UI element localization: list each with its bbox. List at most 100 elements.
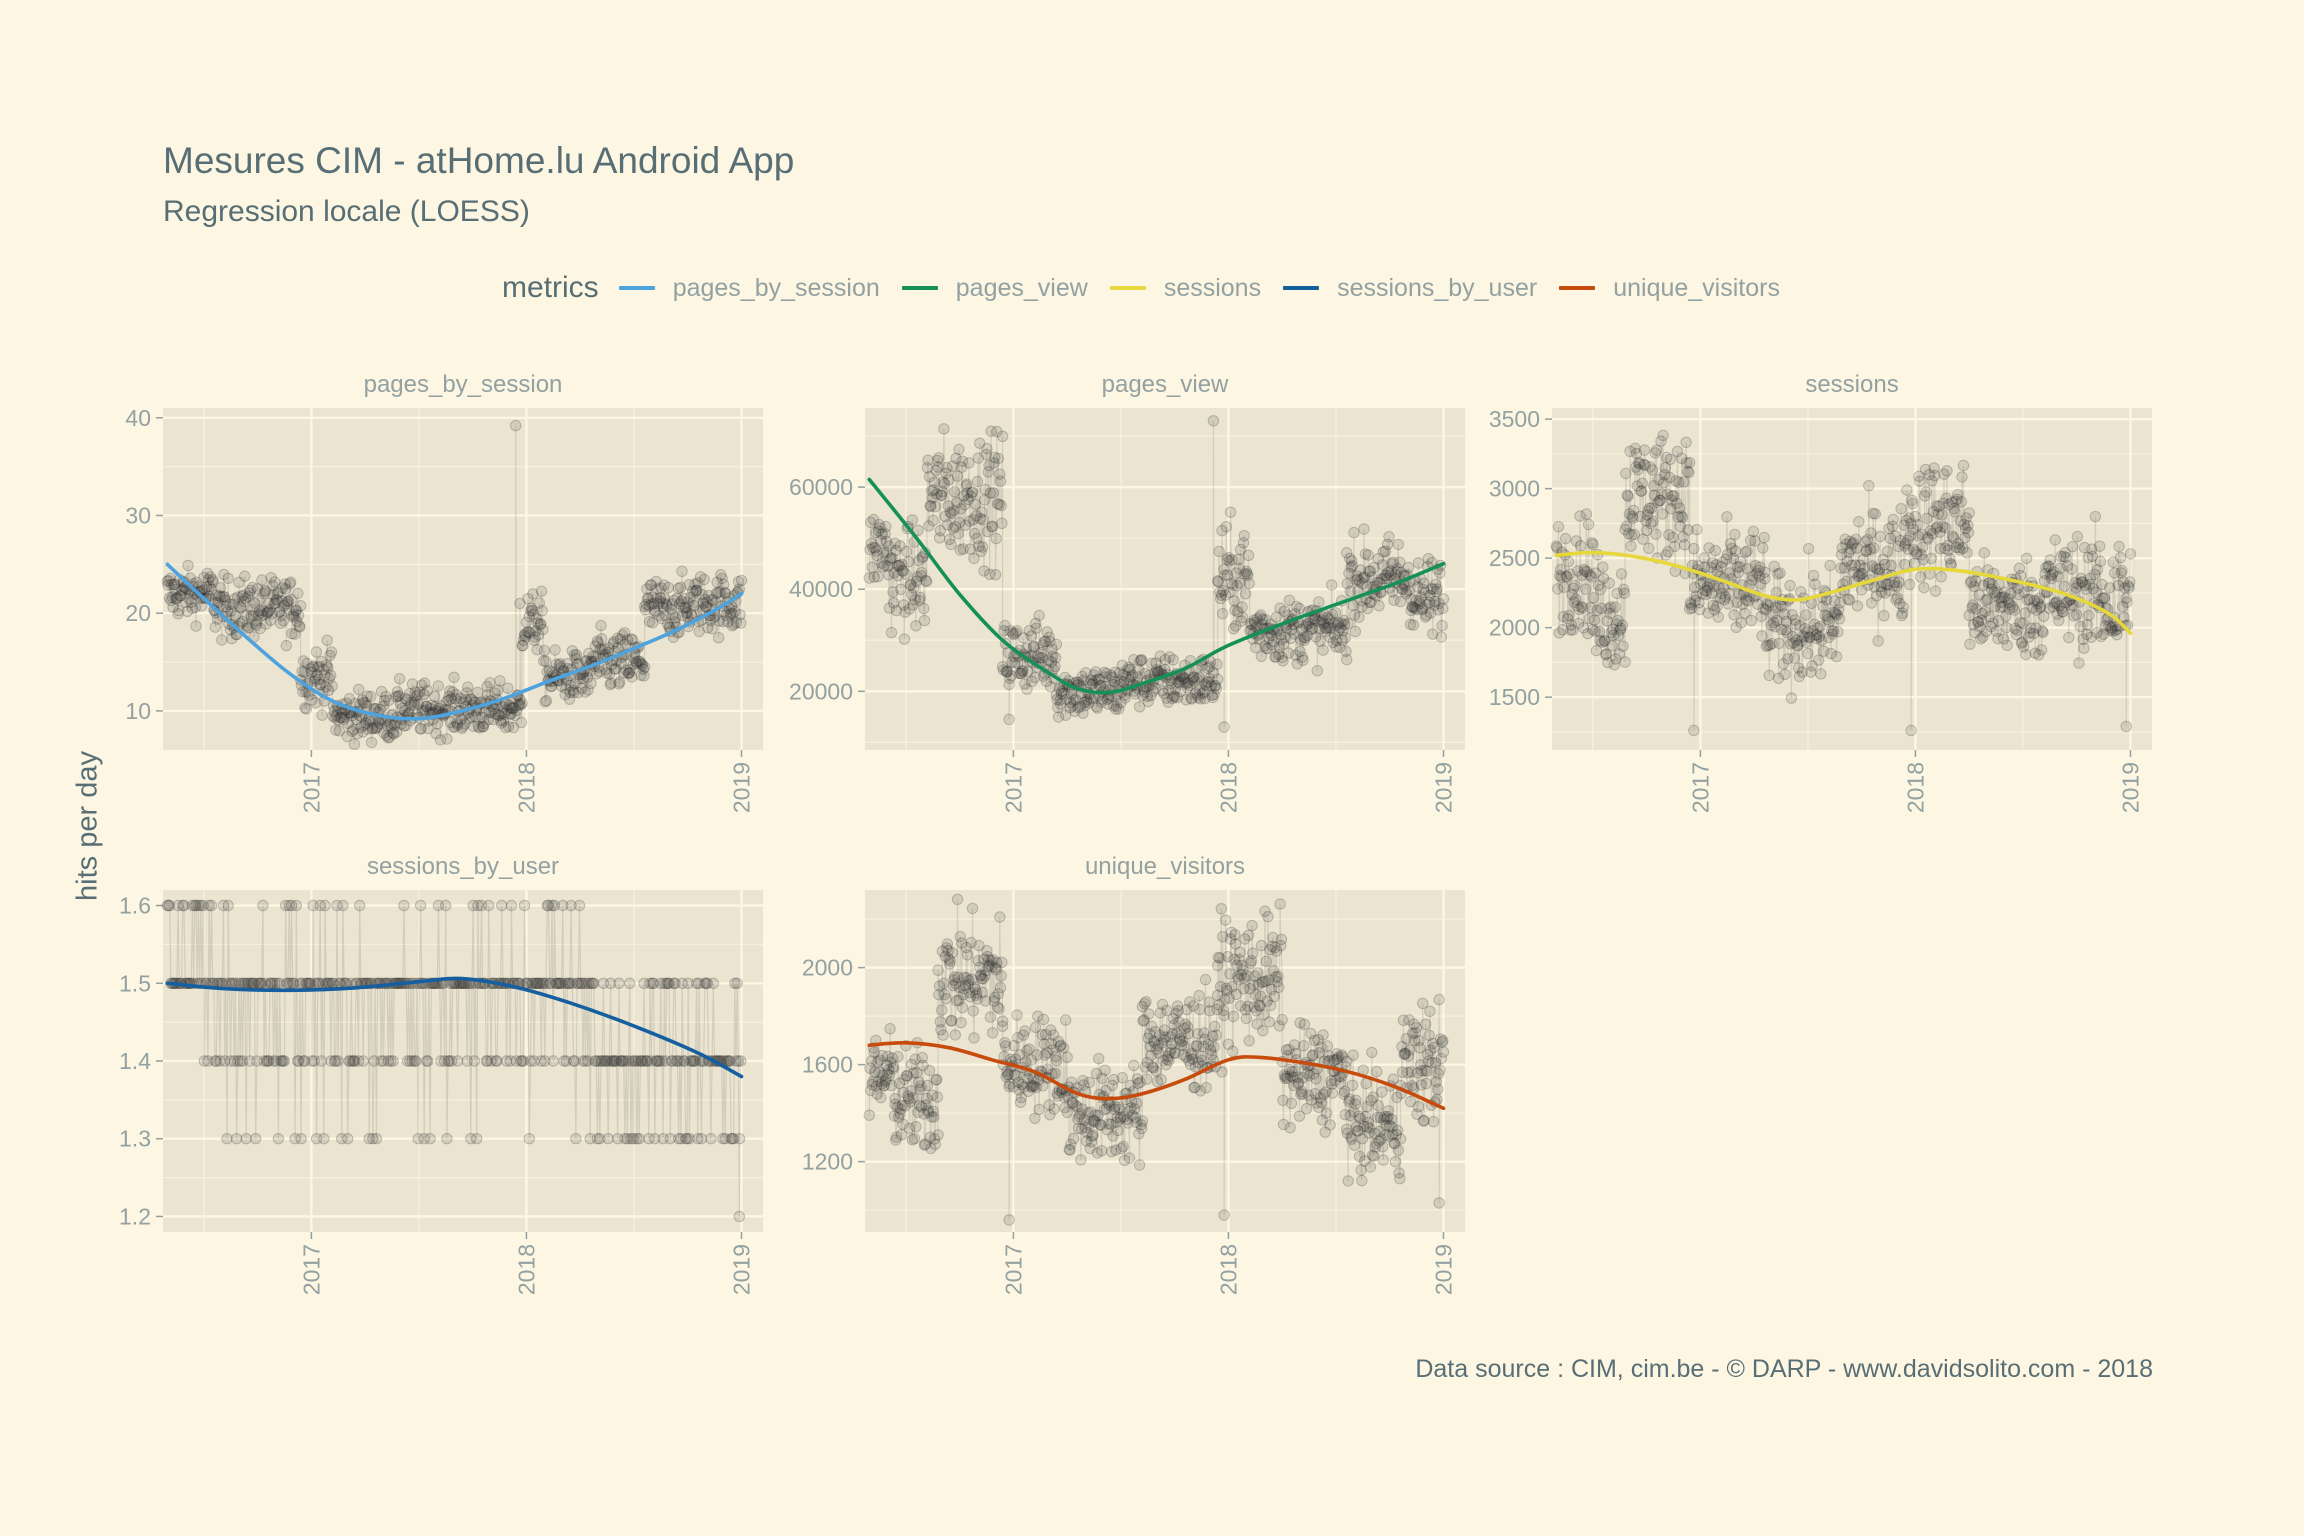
x-tick-label: 2019 xyxy=(728,1244,754,1295)
legend-key-pages-by-session xyxy=(618,286,655,290)
data-point xyxy=(281,598,293,610)
data-point xyxy=(343,692,356,705)
data-point xyxy=(172,608,184,620)
data-point xyxy=(863,1109,875,1121)
data-point xyxy=(936,1004,948,1016)
data-point xyxy=(280,639,292,652)
data-point xyxy=(1407,619,1420,631)
data-point xyxy=(267,589,280,601)
data-point xyxy=(1234,946,1246,958)
data-point xyxy=(2121,596,2133,608)
data-point xyxy=(927,514,939,527)
data-point xyxy=(1376,1141,1389,1153)
legend-key-sessions-by-user xyxy=(1283,286,1320,290)
data-point xyxy=(1112,1124,1124,1137)
data-point xyxy=(241,620,253,632)
data-point xyxy=(1587,592,1600,604)
data-point xyxy=(432,680,444,692)
data-point xyxy=(1885,559,1897,572)
data-point xyxy=(1956,471,1968,483)
data-point xyxy=(1272,981,1285,993)
data-point xyxy=(1099,1064,1111,1076)
data-point xyxy=(989,569,1002,581)
data-point xyxy=(327,710,339,722)
data-point xyxy=(422,722,434,735)
data-point xyxy=(350,713,363,726)
data-point xyxy=(222,572,234,584)
data-point xyxy=(483,899,495,912)
data-point xyxy=(537,623,549,636)
data-point xyxy=(1773,637,1785,649)
data-point xyxy=(1143,1008,1155,1020)
data-point xyxy=(910,1121,922,1133)
data-point xyxy=(468,1055,481,1067)
data-point xyxy=(923,1064,936,1077)
data-point xyxy=(951,893,964,905)
data-point xyxy=(230,1133,243,1145)
data-point xyxy=(1647,515,1659,528)
data-point xyxy=(290,604,302,616)
data-point xyxy=(249,597,261,609)
data-point xyxy=(309,673,321,685)
data-point xyxy=(1906,497,1919,510)
data-point xyxy=(440,695,452,708)
data-point xyxy=(1597,561,1609,573)
data-point xyxy=(1324,1119,1336,1131)
data-point xyxy=(2058,580,2071,593)
data-point xyxy=(1636,477,1649,489)
data-point xyxy=(393,690,405,702)
data-point xyxy=(2114,551,2127,564)
data-point xyxy=(346,725,358,737)
data-point xyxy=(362,723,374,735)
data-point xyxy=(1215,903,1228,915)
data-point xyxy=(1420,1077,1433,1090)
data-point xyxy=(570,1133,582,1145)
data-point xyxy=(329,711,341,724)
data-point xyxy=(345,710,358,722)
data-point xyxy=(288,611,300,623)
data-point xyxy=(312,661,324,673)
data-point xyxy=(1313,596,1325,608)
data-point xyxy=(1257,1025,1269,1037)
data-point xyxy=(547,1055,559,1067)
data-point xyxy=(1274,898,1286,910)
data-point xyxy=(1431,583,1443,595)
data-point xyxy=(993,1002,1005,1015)
data-point xyxy=(198,571,210,584)
data-point xyxy=(1348,526,1360,539)
data-point xyxy=(369,722,381,734)
data-point xyxy=(1563,609,1575,622)
data-point xyxy=(2049,534,2061,546)
data-point xyxy=(398,899,410,912)
data-point xyxy=(285,593,297,606)
data-point xyxy=(1911,519,1924,531)
x-tick-label: 2017 xyxy=(1000,762,1026,813)
data-point xyxy=(1552,521,1565,533)
data-point xyxy=(1788,652,1801,664)
data-point xyxy=(185,596,197,608)
data-point xyxy=(377,700,389,712)
data-point xyxy=(995,970,1007,982)
data-point xyxy=(1957,459,1970,472)
data-point xyxy=(662,581,675,594)
data-point xyxy=(1140,996,1152,1008)
data-point xyxy=(165,578,178,591)
data-point xyxy=(968,1032,980,1044)
data-point xyxy=(535,585,548,597)
data-point xyxy=(900,545,913,558)
data-point xyxy=(292,587,304,600)
data-point xyxy=(633,1133,645,1145)
data-point xyxy=(626,671,638,683)
data-point xyxy=(456,722,468,734)
data-point xyxy=(518,899,531,912)
data-point xyxy=(1741,545,1753,557)
data-point xyxy=(945,538,957,551)
data-point xyxy=(318,1133,330,1145)
data-point xyxy=(735,1055,747,1067)
data-point xyxy=(1061,1106,1073,1119)
data-point xyxy=(244,587,256,599)
data-point xyxy=(316,709,328,721)
data-point xyxy=(1757,542,1769,554)
data-point xyxy=(357,726,369,738)
data-point xyxy=(476,711,488,724)
